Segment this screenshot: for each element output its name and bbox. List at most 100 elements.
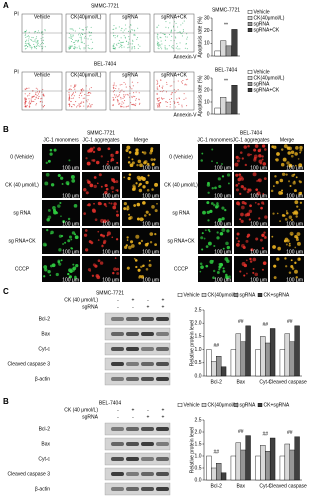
band: [126, 377, 139, 381]
flow-dot: [130, 43, 132, 45]
flow-dot: [118, 26, 120, 28]
y-tick-label: 0.0: [195, 373, 202, 379]
cell: [92, 150, 96, 154]
y-tick-label: 0.5: [195, 465, 202, 471]
band: [111, 362, 124, 366]
flow-dot: [28, 44, 30, 46]
cell: [288, 242, 291, 245]
scale-label: 100 μm: [142, 221, 159, 227]
legend-label: sgRNA: [240, 402, 257, 408]
flow-dot: [31, 97, 33, 99]
cell: [43, 265, 48, 269]
flow-dot: [25, 31, 27, 33]
legend-label: Vehicle: [254, 69, 270, 75]
flow-dot: [177, 89, 179, 91]
band: [111, 347, 124, 351]
treatment-sign: -: [132, 414, 134, 420]
micrograph: [198, 172, 232, 198]
cell: [85, 191, 89, 195]
cell: [283, 214, 286, 217]
cell: [153, 158, 156, 161]
flow-dot: [37, 42, 39, 44]
flow-dot: [158, 24, 160, 26]
cell: [293, 189, 297, 193]
flow-dot: [35, 48, 38, 50]
flow-dot: [186, 33, 188, 35]
cell: [86, 179, 89, 182]
cell: [141, 151, 144, 154]
flow-dot: [120, 105, 122, 107]
cell: [218, 268, 221, 271]
cell: [142, 185, 146, 189]
flow-dot: [81, 101, 83, 103]
cell: [295, 238, 299, 242]
cell: [222, 267, 225, 270]
bar: [211, 467, 217, 481]
cell: [60, 234, 64, 238]
treatment-label: sgRNA: [82, 414, 99, 420]
flow-dot: [72, 35, 74, 37]
cell: [250, 248, 254, 252]
band: [141, 377, 154, 381]
cell: [123, 176, 126, 179]
cell: [279, 220, 281, 222]
flow-dot: [137, 44, 139, 46]
cell: [70, 175, 75, 180]
flow-dot: [133, 95, 135, 97]
flow-dot: [117, 42, 119, 44]
cell: [252, 267, 255, 270]
cell: [299, 145, 303, 150]
cell: [213, 244, 216, 248]
flow-dot: [31, 36, 33, 38]
flow-dot: [83, 48, 85, 50]
jc1-column-label: JC-1 monomers: [43, 137, 79, 143]
cell: [62, 220, 66, 223]
cell: [274, 175, 277, 178]
cell: [216, 236, 220, 240]
cell: [236, 159, 240, 163]
flow-dot: [174, 29, 176, 31]
x-tick-label: Bax: [236, 483, 245, 489]
cell: [290, 154, 294, 158]
flow-dot: [115, 96, 117, 98]
cell: [108, 202, 111, 204]
cell: [212, 276, 215, 279]
flow-dot: [80, 41, 82, 43]
chart-title: SMMC-7721: [212, 7, 240, 13]
band: [126, 472, 139, 476]
flow-dot: [186, 48, 188, 50]
flow-dot: [90, 106, 92, 108]
flow-dot: [187, 78, 189, 80]
cell: [151, 188, 154, 191]
flow-dot: [83, 89, 85, 91]
cell: [111, 190, 114, 193]
cell: [51, 263, 56, 268]
cell: [116, 189, 119, 192]
flow-dot: [123, 46, 125, 48]
cell: [288, 271, 292, 274]
cell: [135, 265, 138, 269]
cell: [274, 145, 277, 148]
cell: [92, 263, 96, 267]
cell: [90, 241, 94, 245]
cell: [208, 230, 211, 233]
legend-label: CK(40μmol/L): [254, 75, 285, 81]
flow-dot: [71, 38, 73, 41]
flow-dot: [68, 48, 70, 50]
cell: [138, 276, 141, 279]
cell: [70, 247, 73, 250]
flow-dot: [174, 36, 176, 38]
jc1-column-label: JC-1 monomers: [197, 137, 233, 143]
flow-dot: [79, 36, 81, 38]
flow-dot: [26, 35, 28, 37]
scale-label: 100 μm: [286, 165, 303, 171]
cell: [67, 272, 70, 276]
cell: [95, 274, 100, 278]
cell: [115, 213, 120, 217]
jc1-block-title: BEL-7404: [240, 130, 262, 136]
flow-dot: [80, 105, 82, 107]
cell: [255, 188, 259, 191]
cell: [292, 211, 296, 215]
panel-label: C: [3, 287, 9, 296]
flow-dot: [75, 91, 77, 93]
